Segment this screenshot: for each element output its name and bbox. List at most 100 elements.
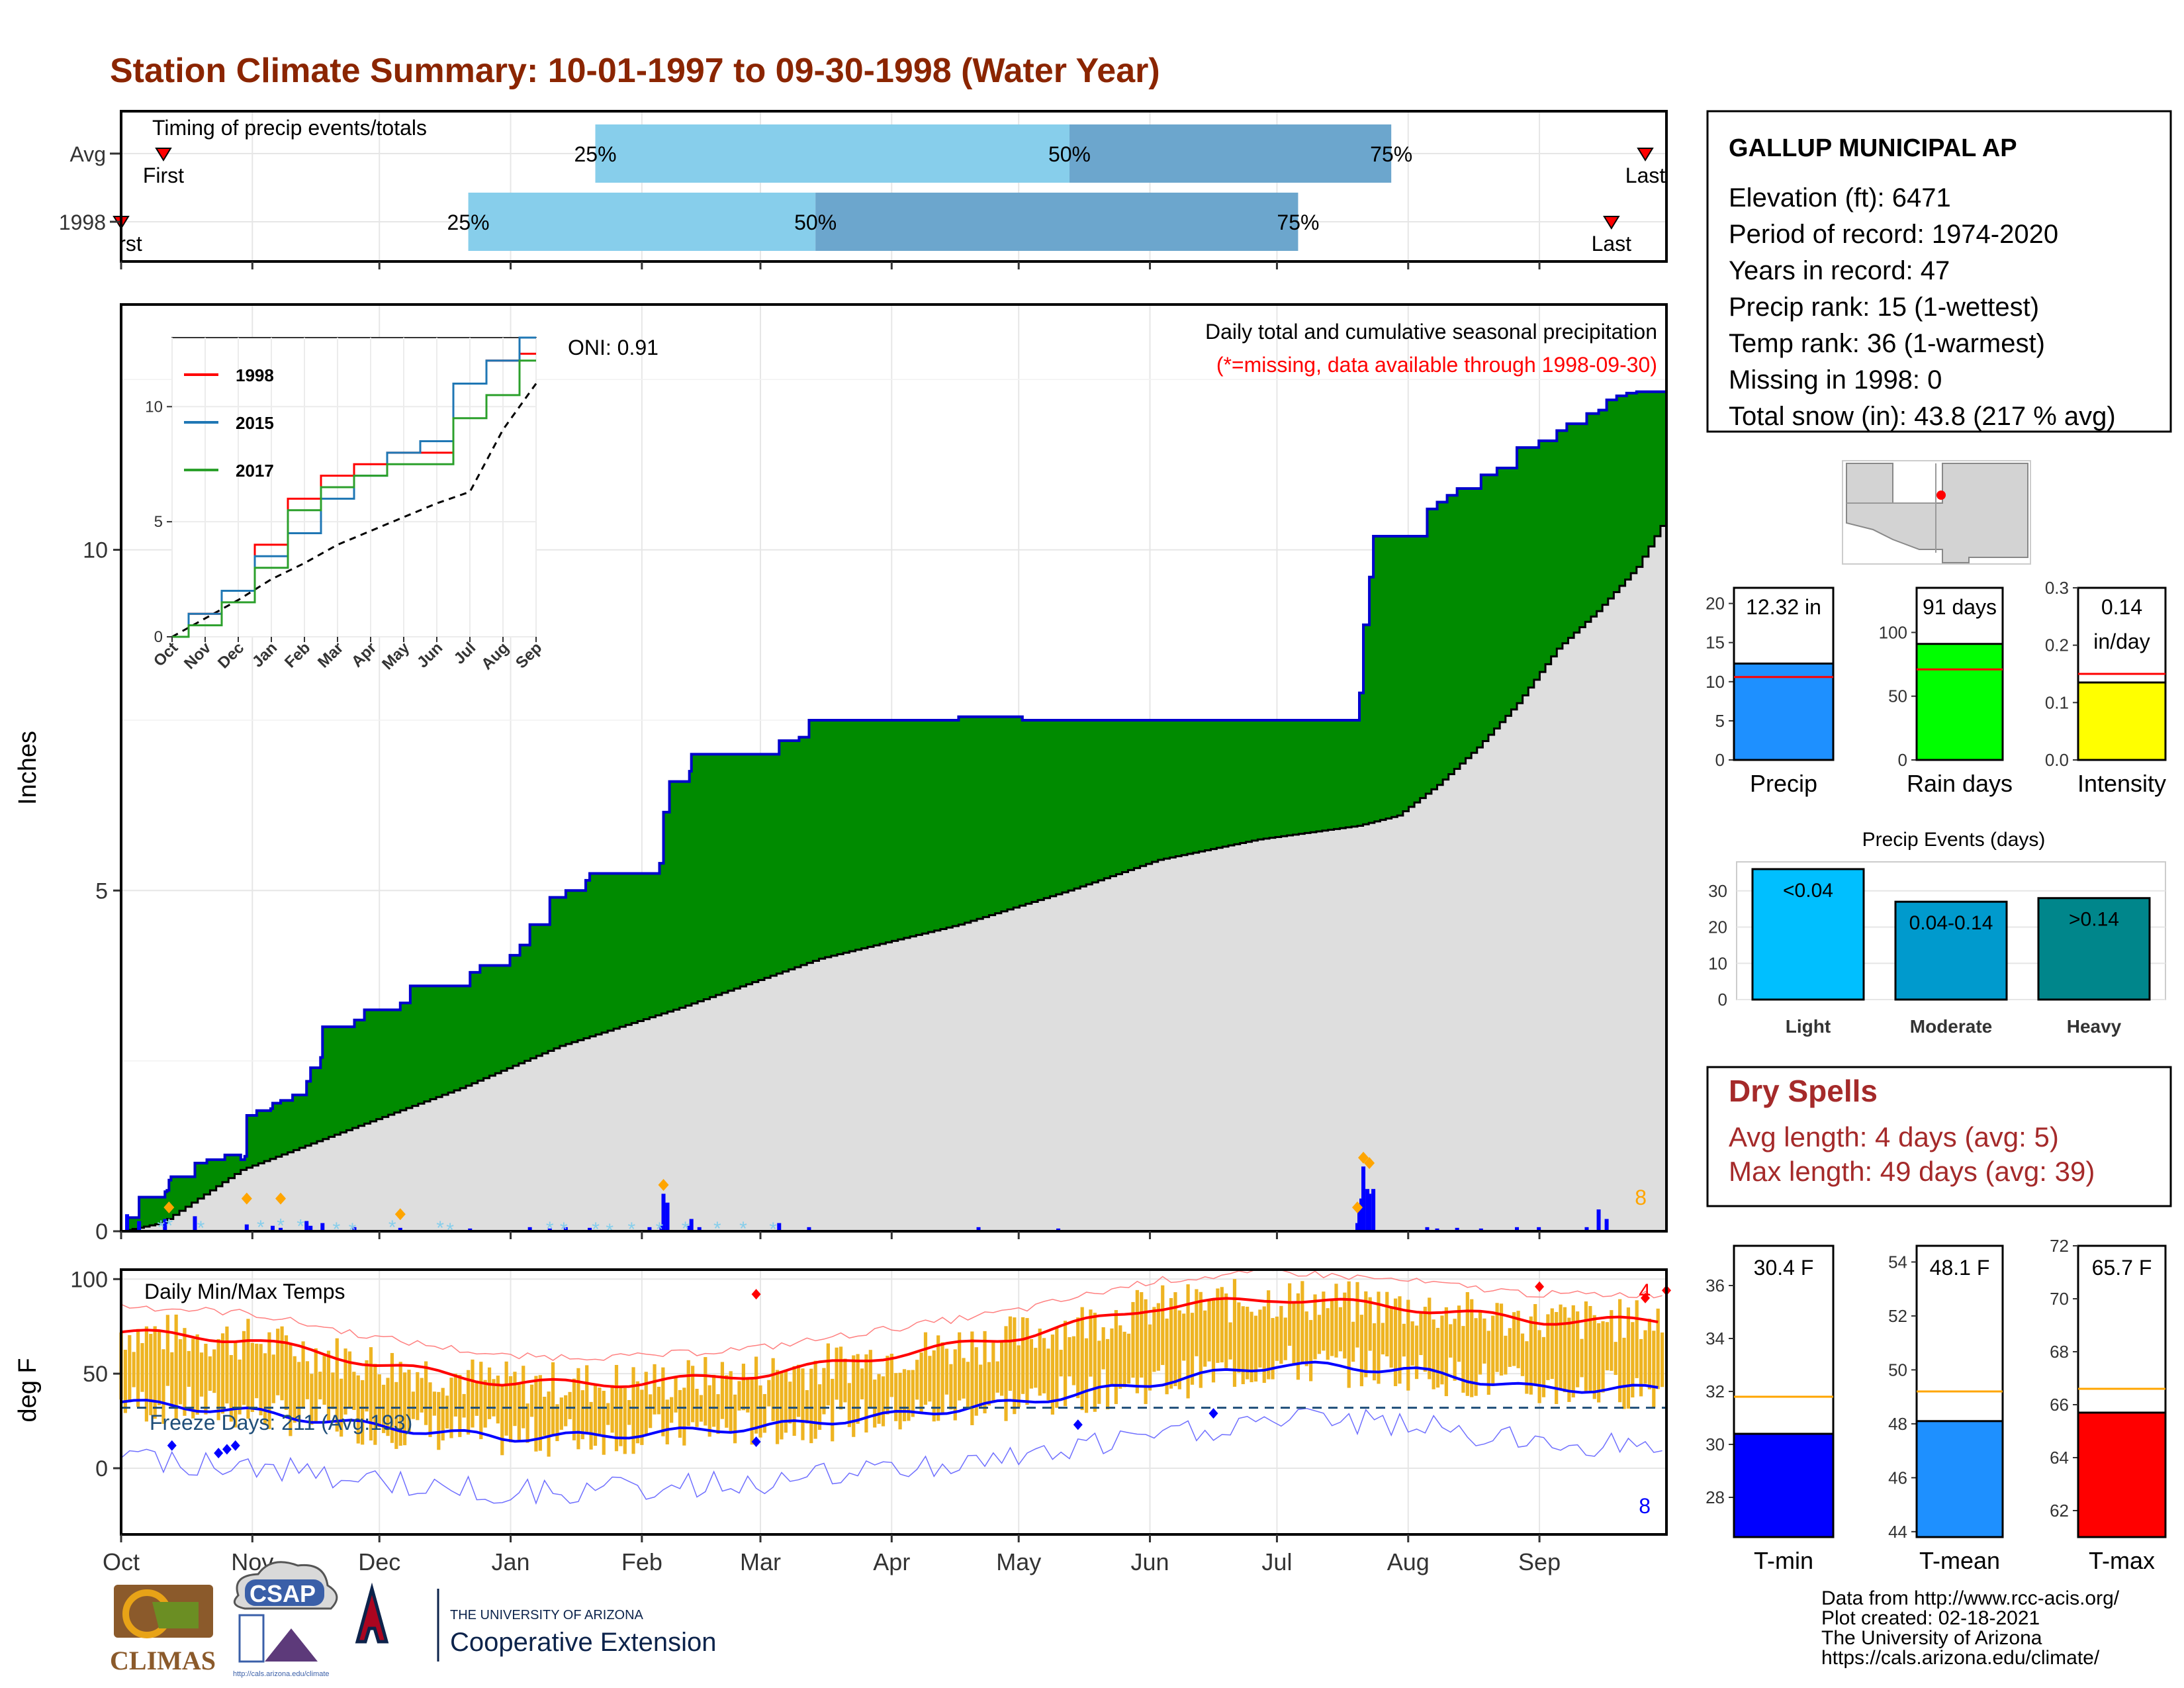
daily-temp-bar [331, 1372, 335, 1409]
daily-temp-bar [1432, 1319, 1435, 1389]
daily-temp-bar [1296, 1293, 1300, 1380]
daily-temp-bar [1529, 1316, 1533, 1395]
daily-temp-bar [250, 1342, 254, 1413]
daily-temp-bar [949, 1364, 953, 1410]
daily-temp-bar [1199, 1291, 1203, 1388]
daily-temp-bar [1165, 1318, 1169, 1395]
daily-temp-bar [1571, 1305, 1575, 1398]
daily-temp-bar [403, 1372, 407, 1446]
daily-temp-bar [479, 1362, 483, 1440]
daily-temp-bar [174, 1314, 178, 1419]
daily-temp-bar [1639, 1338, 1643, 1397]
summary-tick-label: 0.2 [2045, 635, 2069, 655]
inset-legend-label: 2015 [236, 413, 274, 433]
summary-bar [1915, 643, 2004, 761]
daily-temp-bar [1381, 1323, 1385, 1355]
daily-temp-bar [1652, 1331, 1656, 1408]
daily-temp-bar [1343, 1292, 1347, 1359]
daily-precip-bar [689, 1219, 694, 1231]
daily-temp-bar [259, 1344, 263, 1416]
daily-temp-bar [1541, 1336, 1546, 1397]
summary-tick-label: 0.0 [2045, 750, 2069, 770]
temp-bar-tick-label: 62 [2050, 1501, 2069, 1521]
daily-temp-bar [771, 1358, 775, 1421]
daily-temp-bar [1588, 1305, 1592, 1392]
average-min-line [120, 1360, 1659, 1443]
daily-temp-bar [750, 1377, 754, 1445]
station-line-precip-rank: Precip rank: 15 (1-wettest) [1729, 293, 2039, 322]
daily-temp-bar [335, 1338, 339, 1432]
daily-temp-bar [1292, 1303, 1296, 1365]
daily-temp-bar [1478, 1311, 1482, 1375]
daily-temp-bar [1428, 1297, 1432, 1380]
timing-pct-label: 25% [447, 211, 490, 234]
daily-temp-bar [420, 1378, 424, 1413]
daily-temp-bar [1250, 1311, 1253, 1383]
daily-temp-bar [1453, 1319, 1457, 1381]
daily-precip-bar [398, 1227, 402, 1231]
daily-temp-bar [432, 1391, 436, 1416]
daily-temp-bar [1355, 1282, 1359, 1348]
daily-precip-bar [1455, 1227, 1459, 1231]
inset-x-tick-label: Apr [348, 639, 380, 671]
daily-temp-bar [1622, 1337, 1626, 1409]
daily-temp-bar [1148, 1324, 1152, 1391]
daily-temp-bar [487, 1367, 492, 1419]
daily-temp-bar [1173, 1292, 1177, 1386]
daily-temp-bar [682, 1387, 686, 1446]
temp-bar-tick-label: 46 [1888, 1468, 1907, 1487]
record-low-marker [167, 1440, 177, 1451]
daily-temp-bar [1038, 1329, 1042, 1396]
daily-temp-bar [369, 1347, 373, 1441]
inset-x-tick-label: Mar [314, 639, 347, 671]
daily-precip-bar [320, 1223, 325, 1231]
daily-temp-bar [674, 1376, 678, 1413]
inset-series-line [172, 359, 536, 638]
daily-precip-bar [1584, 1227, 1589, 1231]
daily-temp-bar [995, 1361, 999, 1393]
inset-x-tick-label: Jul [451, 639, 480, 668]
daily-temp-bar [720, 1362, 725, 1419]
daily-temp-bar [839, 1346, 843, 1410]
daily-temp-bar [382, 1384, 386, 1433]
precip-panel: * * * * * * * * * * * * * * * * * * * * *Daily total and cum… [83, 303, 1668, 1244]
average-max-line [120, 1297, 1659, 1389]
summary-value-label: 91 days [1923, 595, 1997, 619]
daily-temp-bar [140, 1342, 144, 1392]
events-title: Precip Events (days) [1862, 829, 2046, 851]
summary-bar-label: Precip [1750, 770, 1817, 797]
month-tick-label: Jun [1131, 1548, 1169, 1575]
record-high-marker [1641, 1292, 1651, 1303]
precip-panel-title: Daily total and cumulative seasonal prec… [1205, 320, 1657, 344]
timing-pct-label: 75% [1370, 142, 1412, 166]
daily-temp-bar [1021, 1317, 1025, 1394]
daily-temp-bar [1055, 1327, 1059, 1408]
daily-temp-bar [1071, 1336, 1075, 1385]
daily-temp-bar [1034, 1348, 1038, 1388]
daily-temp-bar [1232, 1279, 1237, 1387]
daily-temp-bar [991, 1342, 995, 1403]
daily-precip-bar [163, 1219, 167, 1231]
daily-temp-bar [445, 1395, 449, 1429]
daily-temp-bar [293, 1356, 296, 1423]
daily-temp-bar [559, 1397, 563, 1430]
daily-temp-bar [1063, 1321, 1068, 1407]
daily-temp-bar [276, 1329, 280, 1395]
daily-temp-bar [1389, 1307, 1393, 1368]
station-line-snow: Total snow (in): 43.8 (217 % avg) [1729, 402, 2116, 431]
daily-temp-bar [831, 1378, 835, 1442]
daily-temp-bar [1338, 1307, 1343, 1352]
inset-x-tick-label: May [379, 639, 414, 674]
daily-precip-bar [1361, 1166, 1366, 1231]
daily-temp-bar [462, 1393, 466, 1418]
daily-precip-bar [527, 1227, 532, 1231]
daily-temp-bar [204, 1343, 208, 1415]
daily-temp-bar [1084, 1338, 1089, 1413]
temp-bar-label: T-mean [1919, 1547, 2000, 1574]
daily-temp-bar [347, 1351, 352, 1408]
events-tick-label: 10 [1708, 953, 1727, 973]
daily-temp-bar [314, 1348, 318, 1422]
daily-temp-bar [1626, 1307, 1631, 1409]
daily-temp-bar [970, 1331, 974, 1426]
